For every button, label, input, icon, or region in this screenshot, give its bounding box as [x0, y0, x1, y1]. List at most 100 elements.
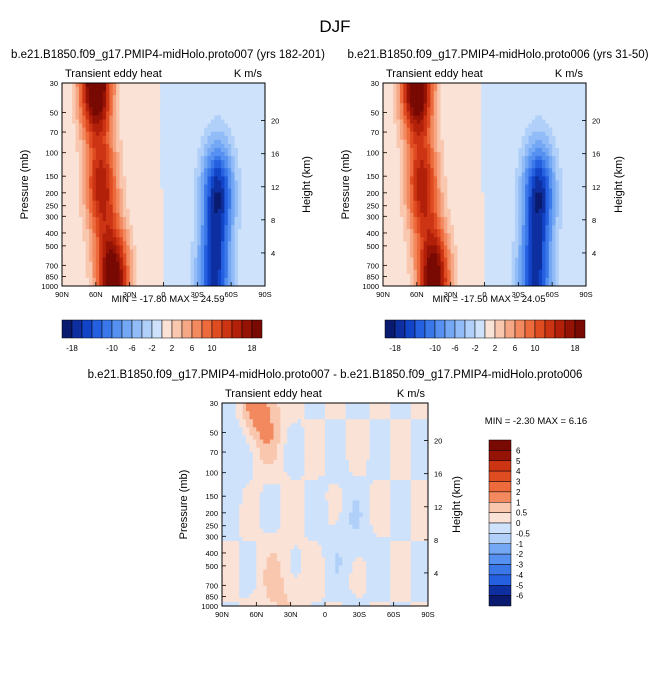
field-cell [538, 115, 543, 121]
field-cell [426, 147, 431, 153]
field-cell [116, 204, 121, 210]
field-cell [177, 277, 182, 283]
field-cell [190, 172, 195, 177]
field-cell [95, 164, 100, 169]
field-cell [143, 127, 148, 133]
field-cell [217, 172, 222, 177]
field-cell [234, 160, 239, 165]
field-cell [396, 204, 401, 210]
field-cell [62, 168, 66, 173]
colorbar-label: -2 [148, 344, 156, 353]
field-cell [258, 241, 263, 246]
field-cell [231, 168, 236, 173]
field-cell [481, 196, 486, 202]
field-cell [146, 277, 151, 283]
colorbar-box [191, 319, 203, 339]
field-cell [187, 99, 192, 104]
field-cell [481, 107, 486, 113]
field-cell [221, 200, 225, 206]
field-cell [572, 192, 577, 198]
field-cell [504, 111, 509, 117]
field-cell [227, 245, 232, 251]
field-cell [437, 204, 442, 210]
field-cell [99, 164, 104, 169]
field-cell [460, 152, 465, 157]
field-cell [99, 127, 104, 133]
field-cell [251, 245, 256, 251]
field-cell [122, 107, 127, 113]
field-cell [562, 184, 567, 190]
field-cell [565, 131, 570, 137]
field-cell [525, 103, 530, 108]
field-cell [234, 103, 239, 108]
field-cell [261, 221, 265, 226]
field-cell [258, 225, 263, 230]
field-cell [99, 87, 104, 92]
field-cell [112, 281, 117, 286]
field-cell [450, 111, 455, 117]
field-cell [62, 253, 66, 259]
field-cell [200, 180, 205, 186]
field-cell [413, 107, 418, 113]
field-cell [78, 176, 83, 182]
field-cell [542, 131, 546, 137]
field-cell [521, 192, 526, 198]
field-cell [166, 91, 171, 96]
field-cell [166, 269, 171, 275]
field-cell [163, 103, 168, 108]
field-cell [193, 233, 198, 238]
field-cell [139, 277, 144, 283]
field-cell [231, 115, 236, 121]
field-cell [78, 119, 83, 125]
field-cell [129, 208, 134, 214]
field-cell [139, 269, 144, 275]
field-cell [558, 119, 563, 125]
field-cell [258, 147, 263, 153]
field-cell [579, 135, 584, 141]
field-cell [403, 95, 408, 100]
field-cell [504, 160, 509, 165]
field-cell [538, 91, 543, 96]
field-cell [254, 212, 259, 218]
field-cell [477, 119, 482, 125]
field-cell [85, 119, 90, 125]
field-cell [173, 253, 178, 259]
field-cell [528, 156, 533, 161]
field-cell [102, 91, 107, 96]
field-cell [177, 269, 182, 275]
field-cell [183, 233, 188, 238]
field-cell [89, 281, 94, 286]
field-cell [389, 208, 394, 214]
field-cell [487, 168, 492, 173]
field-cell [437, 143, 442, 149]
field-cell [89, 103, 94, 108]
field-cell [210, 87, 215, 92]
field-cell [410, 127, 415, 133]
field-cell [92, 221, 97, 226]
field-cell [177, 176, 182, 182]
field-cell [143, 237, 148, 242]
field-cell [582, 99, 586, 104]
field-cell [237, 87, 242, 92]
field-cell [156, 87, 161, 92]
field-cell [102, 204, 107, 210]
field-cell [494, 127, 499, 133]
field-cell [258, 87, 263, 92]
field-cell [393, 160, 398, 165]
field-cell [237, 95, 242, 100]
field-cell [518, 160, 523, 165]
field-cell [261, 253, 265, 259]
field-cell [542, 103, 546, 108]
field-cell [200, 204, 205, 210]
field-cell [413, 127, 418, 133]
field-cell [498, 200, 503, 206]
field-cell [99, 265, 104, 271]
field-cell [396, 135, 401, 141]
field-cell [75, 131, 80, 137]
field-cell [116, 253, 121, 259]
field-cell [153, 281, 158, 286]
field-cell [92, 212, 97, 218]
field-cell [78, 168, 83, 173]
field-cell [227, 180, 232, 186]
field-cell [95, 204, 100, 210]
